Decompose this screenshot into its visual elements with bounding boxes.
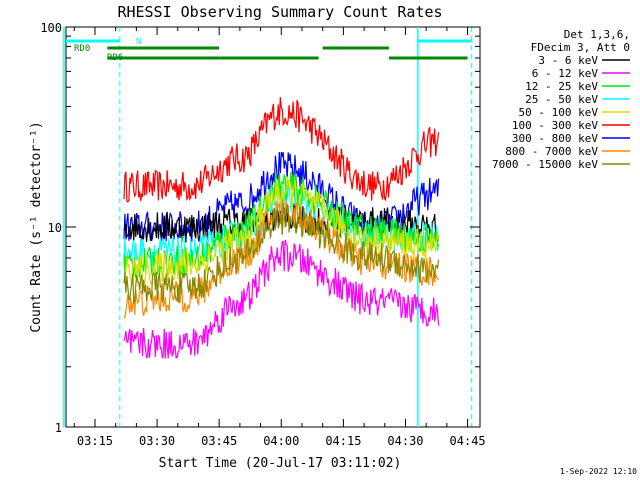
chart-title: RHESSI Observing Summary Count Rates: [117, 3, 442, 21]
generated-date-stamp: 1-Sep-2022 12:10: [560, 467, 637, 476]
legend-entry-label: 800 - 7000 keV: [505, 145, 598, 158]
legend-entry-label: 3 - 6 keV: [538, 54, 598, 67]
legend-entry-label: 50 - 100 keV: [519, 106, 599, 119]
y-axis-label: Count Rate (s⁻¹ detector⁻¹): [29, 121, 44, 332]
series-line-4: [123, 176, 440, 287]
x-tick-label: 04:00: [263, 434, 299, 448]
rd6-label: RD6: [107, 53, 123, 63]
legend-entry-label: 12 - 25 keV: [525, 80, 598, 93]
legend-entry-label: 25 - 50 keV: [525, 93, 598, 106]
y-tick-label: 10: [48, 221, 62, 235]
legend-header-line-1: Det 1,3,6,: [564, 28, 630, 41]
x-tick-label: 04:30: [387, 434, 423, 448]
series-layer: [123, 97, 440, 359]
annotation-layer: RD0 RD6 N: [63, 27, 473, 427]
x-tick-label: 04:45: [450, 434, 486, 448]
y-tick-label: 100: [40, 21, 62, 35]
x-tick-label: 03:15: [77, 434, 113, 448]
series-line-5: [123, 97, 440, 203]
series-line-6: [123, 151, 440, 243]
x-axis-label: Start Time (20-Jul-17 03:11:02): [159, 456, 402, 471]
series-line-1: [123, 239, 440, 359]
axes-layer: 03:15 03:30 03:45 04:00 04:15 04:30 04:45 1 10 10…: [40, 21, 485, 448]
x-tick-label: 04:15: [325, 434, 361, 448]
legend-entry-label: 6 - 12 keV: [532, 67, 599, 80]
night-n-label: N: [136, 37, 141, 47]
y-tick-label: 1: [55, 421, 62, 435]
rd0-label: RD0: [74, 44, 90, 54]
legend-entry-label: 7000 - 15000 keV: [492, 158, 598, 171]
legend-entry-label: 100 - 300 keV: [512, 119, 598, 132]
legend-header-line-2: FDecim 3, Att 0: [531, 41, 630, 54]
x-tick-label: 03:30: [139, 434, 175, 448]
x-tick-label: 03:45: [201, 434, 237, 448]
series-line-8: [123, 202, 440, 305]
legend-entry-label: 300 - 800 keV: [512, 132, 598, 145]
